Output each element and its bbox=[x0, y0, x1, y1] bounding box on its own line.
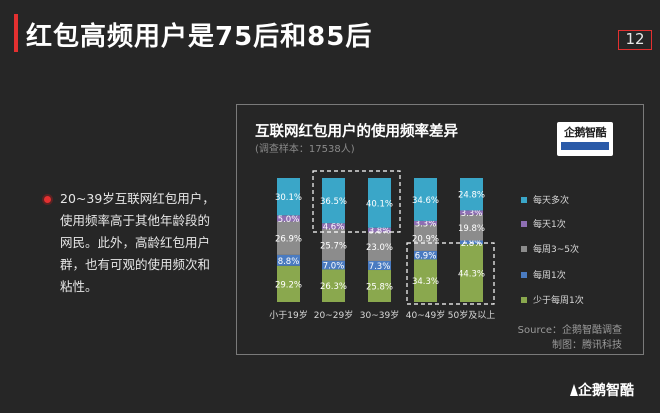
chart-source: Source：企鹅智酷调查 制图：腾讯科技 bbox=[510, 323, 622, 353]
data-label: 7.0% bbox=[323, 262, 345, 272]
bar-segment bbox=[460, 214, 483, 241]
legend-swatch bbox=[521, 197, 527, 203]
bar-segment bbox=[460, 240, 483, 245]
bar-segment bbox=[277, 221, 300, 255]
title-accent-bar bbox=[14, 14, 18, 52]
data-label: 36.5% bbox=[320, 197, 347, 207]
data-label: 26.9% bbox=[275, 235, 302, 245]
legend-label: 每周1次 bbox=[533, 269, 566, 281]
bullet-dot-icon bbox=[44, 196, 51, 203]
legend-label: 每天1次 bbox=[533, 218, 566, 230]
penguin-logo-icon bbox=[570, 384, 578, 396]
data-label: 19.8% bbox=[458, 224, 485, 234]
bar-segment bbox=[414, 259, 437, 302]
bar-segment bbox=[277, 254, 300, 266]
legend-label: 每天多次 bbox=[533, 194, 569, 206]
bar-segment bbox=[277, 265, 300, 302]
bar-segment bbox=[277, 215, 300, 222]
category-label: 小于19岁 bbox=[269, 309, 307, 321]
legend-swatch bbox=[521, 272, 527, 278]
legend-label: 少于每周1次 bbox=[533, 294, 584, 306]
source-line-1: Source：企鹅智酷调查 bbox=[517, 325, 622, 336]
bar-segment bbox=[368, 227, 391, 233]
bar-segment bbox=[322, 223, 345, 229]
page-title: 红包高频用户是75后和85后 bbox=[26, 22, 373, 52]
legend-label: 每周3~5次 bbox=[533, 243, 579, 255]
bar-segment bbox=[368, 178, 391, 228]
data-label: 23.0% bbox=[366, 243, 393, 253]
page-number: 12 bbox=[618, 30, 652, 50]
category-label: 50岁及以上 bbox=[448, 309, 495, 321]
bar-segment bbox=[322, 269, 345, 302]
bar-segment bbox=[414, 250, 437, 260]
highlight-box bbox=[406, 242, 495, 305]
bar-segment bbox=[414, 220, 437, 225]
bar-segment bbox=[322, 260, 345, 270]
data-label: 6.9% bbox=[415, 252, 437, 262]
bottom-brand-logo: 企鹅智酷 bbox=[578, 383, 634, 399]
bar-segment bbox=[277, 178, 300, 216]
data-label: 26.3% bbox=[320, 282, 347, 292]
data-label: 7.3% bbox=[369, 262, 391, 272]
data-label: 4.6% bbox=[323, 223, 345, 233]
data-label: 25.8% bbox=[366, 283, 393, 293]
data-label: 40.1% bbox=[366, 199, 393, 209]
data-label: 20.9% bbox=[412, 234, 439, 244]
data-label: 24.8% bbox=[458, 191, 485, 201]
bar-segment bbox=[460, 178, 483, 211]
data-label: 2.8% bbox=[461, 239, 483, 249]
bar-segment bbox=[460, 210, 483, 215]
bar-segment bbox=[414, 178, 437, 221]
data-label: 8.8% bbox=[278, 257, 300, 267]
data-label: 3.3% bbox=[415, 219, 437, 229]
bar-segment bbox=[368, 270, 391, 302]
legend-swatch bbox=[521, 297, 527, 303]
logo-badge-text: 企鹅智酷 bbox=[564, 126, 607, 139]
bar-segment bbox=[368, 260, 391, 271]
chart-title: 互联网红包用户的使用频率差异 bbox=[255, 124, 458, 140]
data-label: 34.6% bbox=[412, 196, 439, 206]
category-label: 20~29岁 bbox=[314, 309, 353, 321]
category-label: 30~39岁 bbox=[360, 309, 399, 321]
legend-swatch bbox=[521, 221, 527, 227]
data-label: 3.3% bbox=[461, 209, 483, 219]
data-label: 44.3% bbox=[458, 270, 485, 280]
data-label: 30.1% bbox=[275, 193, 302, 203]
bar-segment bbox=[322, 228, 345, 261]
bar-segment bbox=[460, 244, 483, 302]
highlight-box bbox=[312, 170, 401, 233]
data-label: 5.0% bbox=[278, 215, 300, 225]
brand-logo-badge: 企鹅智酷 bbox=[557, 122, 613, 156]
logo-badge-strip bbox=[561, 142, 609, 150]
data-label: 34.3% bbox=[412, 277, 439, 287]
bar-segment bbox=[322, 178, 345, 224]
legend-swatch bbox=[521, 246, 527, 252]
data-label: 29.2% bbox=[275, 280, 302, 290]
category-label: 40~49岁 bbox=[406, 309, 445, 321]
data-label: 25.7% bbox=[320, 241, 347, 251]
bar-segment bbox=[368, 232, 391, 261]
bar-segment bbox=[414, 225, 437, 251]
chart-subtitle: (调查样本：17538人) bbox=[255, 144, 355, 155]
source-line-2: 制图：腾讯科技 bbox=[552, 340, 622, 351]
bullet-text: 20~39岁互联网红包用户，使用频率高于其他年龄段的网民。此外，高龄红包用户群，… bbox=[60, 191, 215, 294]
